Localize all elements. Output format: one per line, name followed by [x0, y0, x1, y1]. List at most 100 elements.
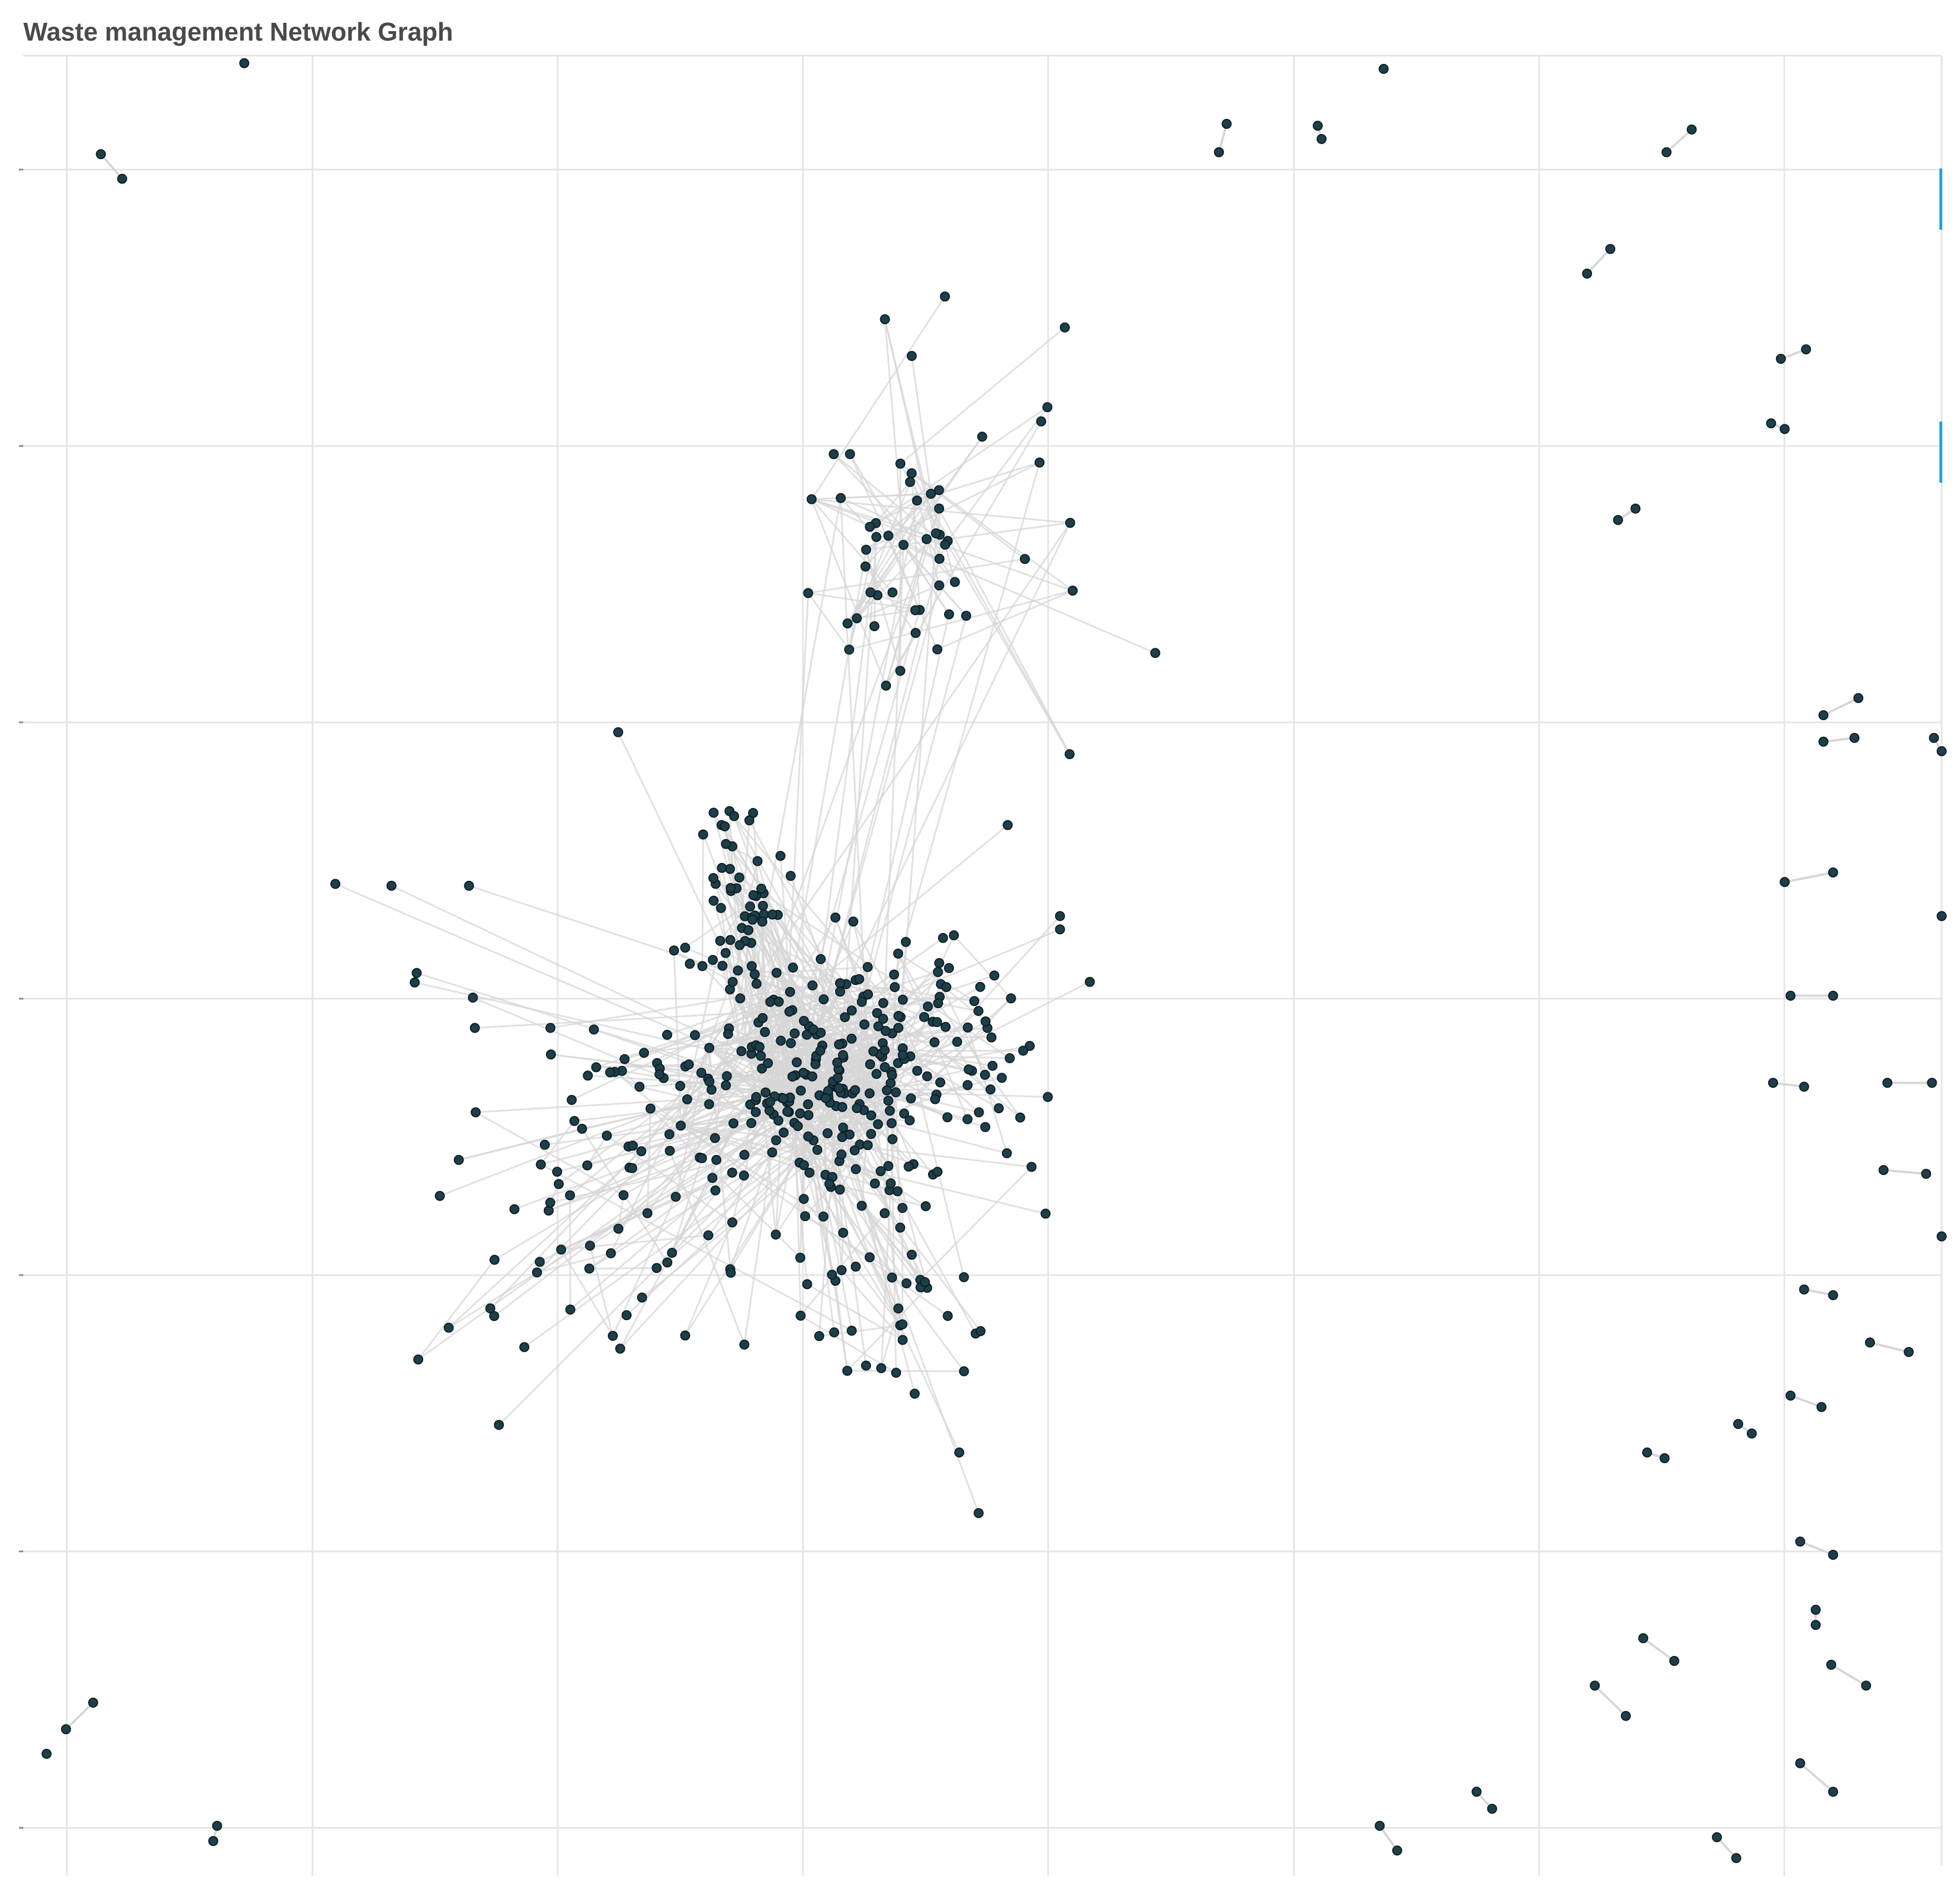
node[interactable]: [239, 58, 250, 68]
node[interactable]: [752, 856, 763, 866]
node[interactable]: [883, 1095, 894, 1106]
node[interactable]: [954, 1447, 965, 1457]
node[interactable]: [803, 1110, 814, 1121]
node[interactable]: [975, 981, 985, 992]
node[interactable]: [1222, 118, 1232, 129]
node[interactable]: [1810, 1604, 1821, 1615]
node[interactable]: [1818, 710, 1829, 721]
node[interactable]: [835, 1184, 845, 1195]
node[interactable]: [1214, 147, 1224, 157]
node[interactable]: [861, 1360, 871, 1371]
node[interactable]: [832, 1057, 842, 1068]
node[interactable]: [1006, 993, 1016, 1004]
node[interactable]: [808, 1024, 818, 1035]
node[interactable]: [795, 1108, 805, 1119]
node[interactable]: [846, 1326, 857, 1336]
node[interactable]: [790, 1028, 800, 1039]
node[interactable]: [727, 976, 738, 987]
node[interactable]: [721, 839, 731, 849]
node[interactable]: [652, 1263, 662, 1273]
node[interactable]: [697, 961, 708, 971]
node[interactable]: [922, 1071, 932, 1082]
node[interactable]: [844, 644, 855, 655]
node[interactable]: [654, 1069, 665, 1079]
node[interactable]: [893, 948, 904, 959]
node[interactable]: [1026, 1162, 1037, 1172]
node[interactable]: [846, 1033, 857, 1044]
node[interactable]: [926, 489, 936, 499]
node[interactable]: [882, 1085, 892, 1095]
node[interactable]: [996, 1073, 1007, 1083]
node[interactable]: [887, 1272, 897, 1283]
node[interactable]: [878, 998, 889, 1008]
node[interactable]: [1853, 693, 1864, 703]
node[interactable]: [942, 1311, 953, 1321]
node[interactable]: [856, 996, 867, 1007]
node[interactable]: [729, 811, 740, 821]
node[interactable]: [411, 968, 422, 978]
node[interactable]: [591, 1062, 602, 1073]
node[interactable]: [822, 1128, 833, 1138]
node[interactable]: [1064, 749, 1075, 760]
node[interactable]: [1711, 1832, 1722, 1842]
node[interactable]: [932, 1167, 943, 1177]
node[interactable]: [904, 1161, 914, 1172]
node[interactable]: [778, 1093, 788, 1104]
node[interactable]: [850, 1145, 860, 1156]
node[interactable]: [664, 1129, 674, 1139]
node[interactable]: [985, 1084, 996, 1095]
node[interactable]: [583, 1070, 593, 1081]
node[interactable]: [818, 1211, 828, 1222]
node[interactable]: [704, 1099, 714, 1109]
node[interactable]: [683, 1059, 694, 1070]
node[interactable]: [1378, 63, 1389, 74]
node[interactable]: [584, 1263, 594, 1274]
node[interactable]: [613, 727, 623, 737]
node[interactable]: [1768, 1078, 1778, 1088]
node[interactable]: [634, 1082, 645, 1092]
node[interactable]: [726, 1267, 736, 1278]
node[interactable]: [872, 1008, 882, 1018]
node[interactable]: [910, 628, 921, 638]
node[interactable]: [836, 1265, 847, 1276]
node[interactable]: [1316, 134, 1327, 144]
node[interactable]: [880, 1062, 890, 1072]
node[interactable]: [746, 961, 757, 971]
node[interactable]: [582, 1160, 593, 1171]
node[interactable]: [952, 1037, 962, 1047]
node[interactable]: [883, 531, 894, 541]
node[interactable]: [1638, 1633, 1649, 1643]
node[interactable]: [602, 1131, 612, 1141]
node[interactable]: [736, 1046, 747, 1057]
node[interactable]: [838, 1050, 848, 1060]
node[interactable]: [519, 1342, 529, 1352]
node[interactable]: [873, 1021, 884, 1032]
node[interactable]: [795, 1252, 806, 1263]
node[interactable]: [980, 1122, 990, 1132]
node[interactable]: [803, 1131, 813, 1142]
node[interactable]: [816, 954, 826, 964]
node[interactable]: [840, 1012, 850, 1023]
node[interactable]: [1937, 746, 1947, 756]
node[interactable]: [1849, 733, 1860, 743]
node[interactable]: [786, 1038, 796, 1048]
node[interactable]: [1785, 990, 1796, 1001]
node[interactable]: [940, 539, 950, 550]
node[interactable]: [1861, 1680, 1872, 1691]
node[interactable]: [639, 1048, 649, 1058]
node[interactable]: [901, 1278, 912, 1288]
node[interactable]: [756, 1050, 766, 1061]
node[interactable]: [757, 1013, 768, 1023]
node[interactable]: [893, 1011, 904, 1021]
node[interactable]: [682, 1094, 692, 1104]
node[interactable]: [773, 1115, 783, 1126]
node[interactable]: [828, 449, 839, 459]
node[interactable]: [885, 1105, 895, 1116]
node[interactable]: [1799, 1082, 1809, 1092]
node[interactable]: [846, 1005, 857, 1016]
node[interactable]: [934, 503, 944, 514]
node[interactable]: [715, 935, 726, 946]
node[interactable]: [671, 1192, 681, 1202]
node[interactable]: [721, 948, 731, 958]
node[interactable]: [973, 1006, 984, 1016]
